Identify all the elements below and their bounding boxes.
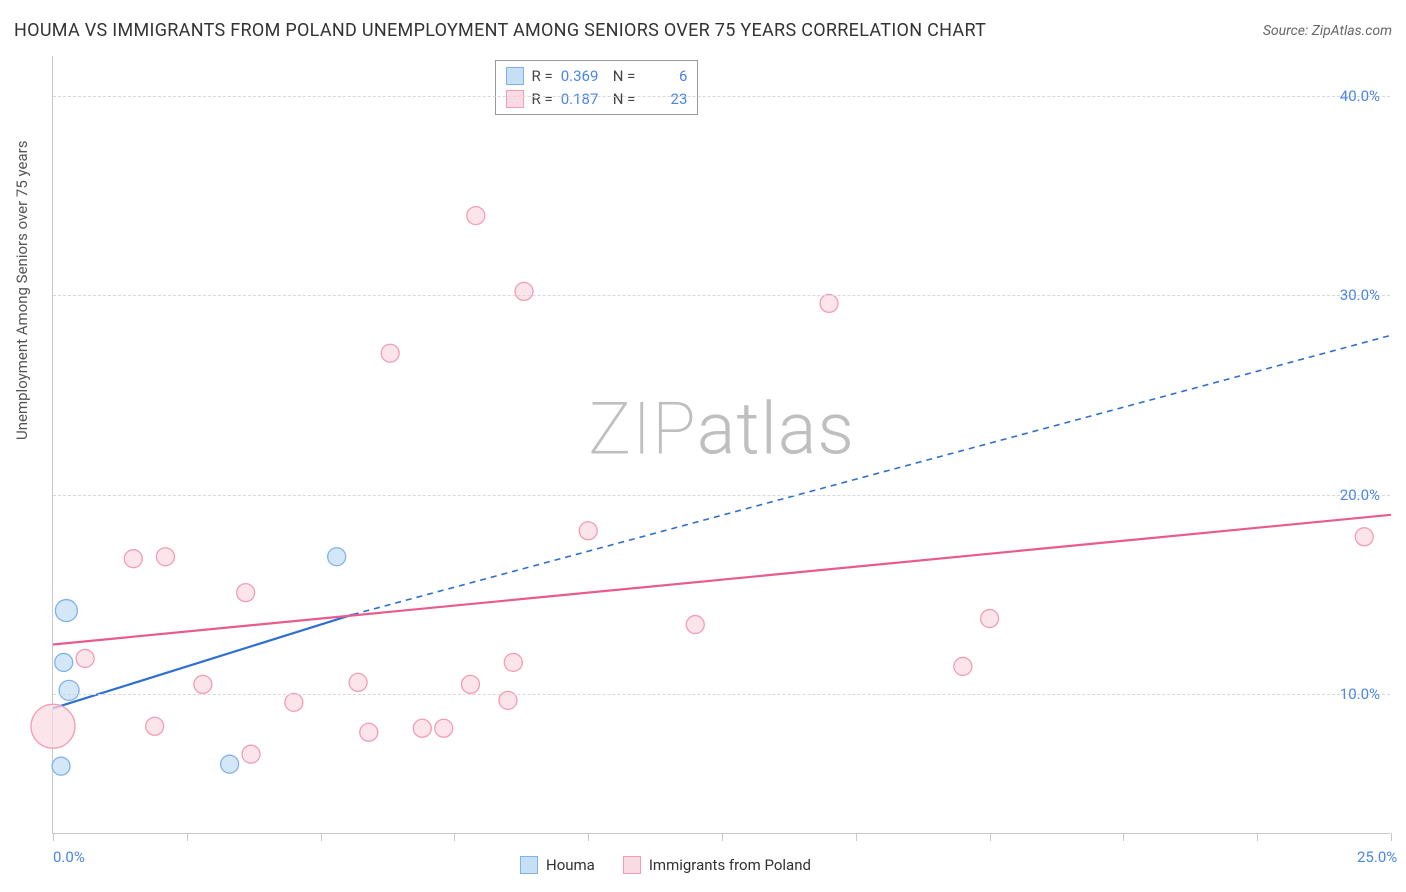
legend-stats-row: R = 0.369 N = 6 xyxy=(506,65,688,88)
gridline xyxy=(53,96,1390,97)
gridline xyxy=(53,295,1390,296)
stat-r-value: 0.187 xyxy=(561,88,605,111)
legend-swatch xyxy=(506,90,524,108)
data-point xyxy=(285,693,303,711)
y-tick-label: 40.0% xyxy=(1340,87,1380,105)
gridline xyxy=(53,694,1390,695)
y-tick-label: 20.0% xyxy=(1340,486,1380,504)
data-point xyxy=(579,522,597,540)
x-tick xyxy=(722,833,723,841)
data-point xyxy=(146,717,164,735)
x-tick xyxy=(1257,833,1258,841)
legend-label: Immigrants from Poland xyxy=(649,856,811,874)
data-point xyxy=(221,755,239,773)
x-tick xyxy=(454,833,455,841)
data-point xyxy=(59,680,79,700)
stat-n-value: 23 xyxy=(643,88,687,111)
data-point xyxy=(413,719,431,737)
trend-line xyxy=(53,515,1391,645)
legend-item: Houma xyxy=(520,856,595,874)
data-point xyxy=(461,675,479,693)
x-tick xyxy=(187,833,188,841)
data-point xyxy=(467,207,485,225)
data-point xyxy=(820,294,838,312)
data-point xyxy=(504,653,522,671)
y-tick-label: 30.0% xyxy=(1340,286,1380,304)
y-tick-label: 10.0% xyxy=(1340,685,1380,703)
data-point xyxy=(237,584,255,602)
data-point xyxy=(194,675,212,693)
legend-swatch xyxy=(520,856,538,874)
legend-swatch xyxy=(623,856,641,874)
data-point xyxy=(1355,528,1373,546)
stat-n-label: N = xyxy=(613,65,636,88)
legend-bottom: Houma Immigrants from Poland xyxy=(520,856,811,874)
x-tick xyxy=(990,833,991,841)
data-point xyxy=(515,282,533,300)
legend-item: Immigrants from Poland xyxy=(623,856,811,874)
legend-stats-row: R = 0.187 N = 23 xyxy=(506,88,688,111)
data-point xyxy=(76,649,94,667)
trend-line-extended xyxy=(353,335,1391,614)
data-point xyxy=(360,723,378,741)
stat-r-label: R = xyxy=(532,88,553,111)
data-point xyxy=(124,550,142,568)
data-point xyxy=(381,344,399,362)
stat-r-value: 0.369 xyxy=(561,65,605,88)
data-point xyxy=(981,610,999,628)
data-point xyxy=(435,719,453,737)
data-point xyxy=(55,600,77,622)
stat-n-value: 6 xyxy=(643,65,687,88)
data-point xyxy=(686,616,704,634)
plot-area: ZIPatlas R =0.369N =6R =0.187N =23 10.0%… xyxy=(52,56,1390,834)
x-tick xyxy=(1123,833,1124,841)
x-tick xyxy=(588,833,589,841)
y-axis-label: Unemployment Among Seniors over 75 years xyxy=(13,141,31,440)
chart-title: HOUMA VS IMMIGRANTS FROM POLAND UNEMPLOY… xyxy=(14,20,986,41)
chart-svg xyxy=(53,56,1390,833)
data-point xyxy=(156,548,174,566)
data-point xyxy=(328,548,346,566)
data-point xyxy=(954,657,972,675)
x-tick xyxy=(1391,833,1392,841)
stat-r-label: R = xyxy=(532,65,553,88)
legend-stats: R = 0.369 N = 6 R = 0.187 N = 23 xyxy=(495,60,699,115)
data-point xyxy=(52,757,70,775)
x-tick-label: 25.0% xyxy=(1357,848,1397,866)
stat-n-label: N = xyxy=(613,88,636,111)
data-point xyxy=(242,745,260,763)
legend-label: Houma xyxy=(546,856,595,874)
legend-swatch xyxy=(506,67,524,85)
gridline xyxy=(53,495,1390,496)
x-tick xyxy=(321,833,322,841)
x-tick xyxy=(856,833,857,841)
x-tick xyxy=(53,833,54,841)
x-tick-label: 0.0% xyxy=(53,848,85,866)
source-label: Source: ZipAtlas.com xyxy=(1263,23,1392,39)
data-point xyxy=(349,673,367,691)
data-point xyxy=(55,653,73,671)
data-point xyxy=(31,704,75,748)
